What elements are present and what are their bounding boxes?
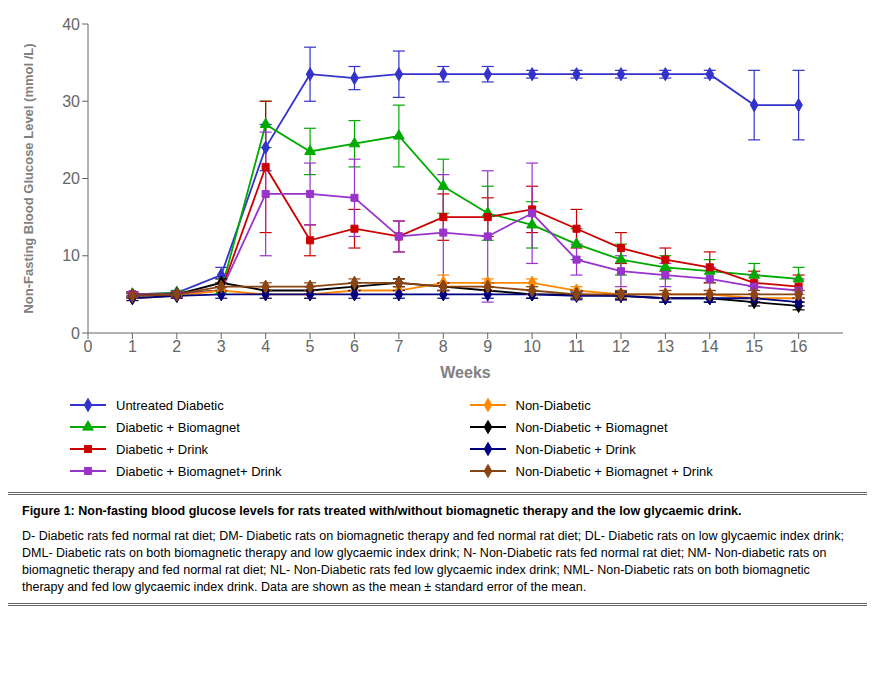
html-text:Non-Diabetic: Non-Diabetic bbox=[515, 397, 591, 413]
html-text:Figure 1: Non-fasting blood gl: Figure 1: Non-fasting blood glucose leve… bbox=[22, 504, 742, 518]
svg-text:10: 10 bbox=[523, 338, 541, 355]
svg-text:0: 0 bbox=[84, 338, 93, 355]
svg-text:0: 0 bbox=[71, 325, 80, 342]
svg-text:16: 16 bbox=[790, 338, 808, 355]
svg-text:5: 5 bbox=[306, 338, 315, 355]
svg-text:15: 15 bbox=[745, 338, 763, 355]
svg-text:2: 2 bbox=[172, 338, 181, 355]
svg-text:Weeks: Weeks bbox=[440, 364, 491, 381]
svg-text:8: 8 bbox=[439, 338, 448, 355]
html-text:Diabetic + Drink: Diabetic + Drink bbox=[116, 441, 209, 457]
html-text:D- Diabetic rats fed normal ra: D- Diabetic rats fed normal rat diet; DM… bbox=[22, 528, 844, 594]
svg-text:40: 40 bbox=[62, 16, 80, 33]
svg-text:13: 13 bbox=[656, 338, 674, 355]
html-text:Diabetic + Biomagnet: Diabetic + Biomagnet bbox=[116, 419, 240, 435]
html-text:Non-Diabetic + Biomagnet + Dri: Non-Diabetic + Biomagnet + Drink bbox=[515, 463, 713, 479]
html-text:Non-Diabetic + Drink: Non-Diabetic + Drink bbox=[515, 441, 636, 457]
svg-text:3: 3 bbox=[217, 338, 226, 355]
svg-text:20: 20 bbox=[62, 170, 80, 187]
svg-text:10: 10 bbox=[62, 247, 80, 264]
html-text:Untreated Diabetic: Untreated Diabetic bbox=[116, 397, 224, 413]
svg-text:7: 7 bbox=[394, 338, 403, 355]
svg-text:30: 30 bbox=[62, 93, 80, 110]
html-text:Diabetic + Biomagnet+ Drink: Diabetic + Biomagnet+ Drink bbox=[116, 463, 282, 479]
svg-text:6: 6 bbox=[350, 338, 359, 355]
html-text:Non-Diabetic + Biomagnet: Non-Diabetic + Biomagnet bbox=[515, 419, 668, 435]
svg-text:9: 9 bbox=[483, 338, 492, 355]
svg-text:Non-Fasting Blood Glucose Leve: Non-Fasting Blood Glucose Level (mmol /L… bbox=[21, 43, 36, 313]
svg-text:4: 4 bbox=[261, 338, 270, 355]
svg-text:12: 12 bbox=[612, 338, 630, 355]
svg-text:11: 11 bbox=[568, 338, 585, 355]
svg-text:14: 14 bbox=[701, 338, 719, 355]
svg-text:1: 1 bbox=[128, 338, 137, 355]
